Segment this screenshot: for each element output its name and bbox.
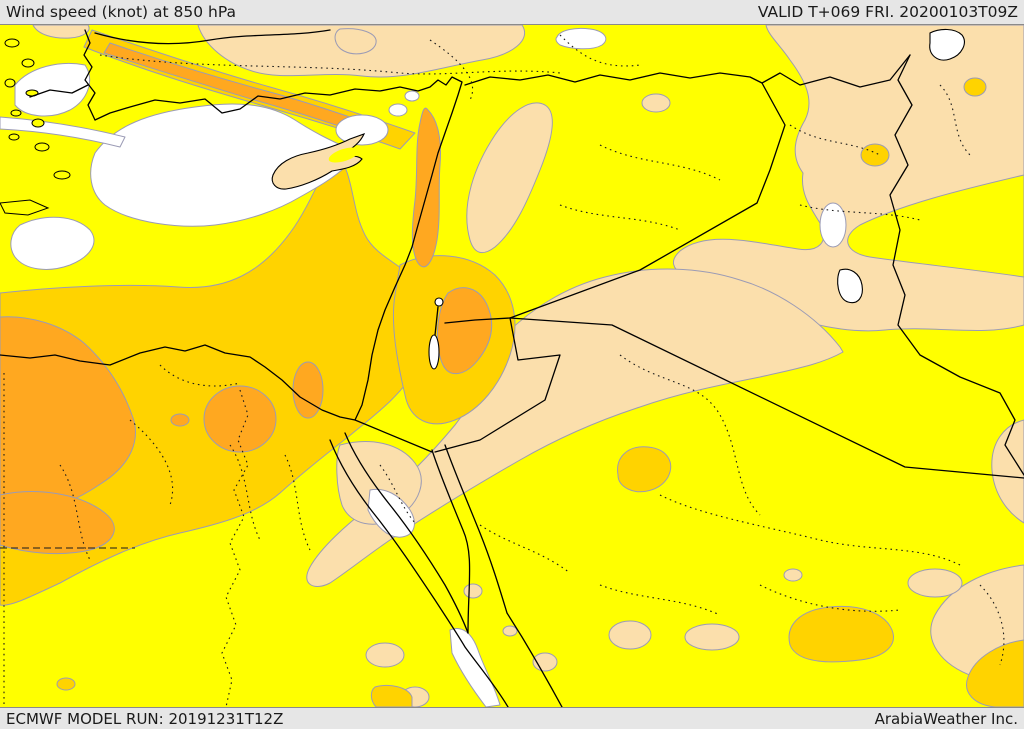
pale-blob: [783, 568, 803, 582]
pale-region-topleft-patch: [32, 25, 90, 39]
syria-iraq-border: [509, 82, 786, 319]
pale-blob: [365, 642, 405, 668]
gold-blob-bottom: [370, 684, 413, 707]
white-region-gulf-suez: [367, 488, 415, 538]
dotted-border-egypt2: [229, 444, 261, 541]
dotted-border-sinai: [379, 464, 416, 524]
dotted-border-syria2: [559, 204, 681, 231]
gold-region-corner: [966, 639, 1024, 707]
dotted-border-iran: [789, 124, 881, 156]
dotted-border-saudi: [619, 354, 761, 516]
syria-jordan-border: [444, 317, 511, 324]
nile-valley-line: [221, 389, 249, 707]
dotted-border-egypt3: [59, 464, 91, 561]
dotted-border-iran3: [939, 84, 971, 156]
levant-egypt-coast: [0, 76, 463, 421]
pale-region-anatolia-patch: [334, 28, 377, 55]
jordan-saudi-border: [434, 317, 561, 453]
dotted-border-egypt4: [284, 454, 311, 551]
white-patch-ne-cyprus: [335, 114, 389, 146]
map-title: Wind speed (knot) at 850 hPa: [6, 3, 237, 21]
map-canvas: [0, 25, 1024, 707]
model-run-label: ECMWF MODEL RUN: 20191231T12Z: [6, 709, 284, 728]
cyprus-island: [271, 133, 366, 190]
island: [21, 58, 35, 68]
dotted-border-egypt: [129, 419, 174, 506]
gulf-aqaba-east-coast: [444, 444, 563, 707]
cyprus-east-yellow: [328, 147, 360, 163]
black-sea-coast: [94, 29, 331, 45]
orange-region-egypt-south: [0, 491, 115, 555]
white-region-top-center: [555, 27, 607, 50]
valid-time-label: VALID T+069 FRI. 20200103T09Z: [757, 3, 1018, 21]
island: [8, 133, 20, 141]
island: [10, 109, 22, 117]
israel-egypt-border: [354, 419, 433, 453]
white-patch-turkey-lake: [388, 103, 408, 117]
gold-region-saudi-blob: [617, 446, 672, 493]
provider-credit: ArabiaWeather Inc.: [874, 709, 1018, 728]
lake-tharthar: [837, 268, 863, 304]
island: [4, 38, 20, 48]
country-borders: [354, 54, 1024, 479]
orange-blob-delta: [170, 413, 190, 427]
map-footer-bar: ECMWF MODEL RUN: 20191231T12Z ArabiaWeat…: [0, 707, 1024, 729]
map-header-bar: Wind speed (knot) at 850 hPa VALID T+069…: [0, 0, 1024, 25]
dotted-border-delta: [159, 364, 241, 387]
pale-region-right-edge: [991, 419, 1024, 524]
pale-blob: [502, 625, 518, 637]
island: [34, 142, 50, 152]
iraq-saudi-border: [509, 317, 1024, 479]
lake-van: [929, 28, 965, 61]
iran-iraq-border: [889, 54, 1024, 476]
pale-blob: [907, 568, 963, 598]
coastlines: [0, 29, 563, 707]
white-patch-turkey-lake2: [404, 90, 420, 102]
turkey-syria-iraq-border: [464, 54, 911, 88]
orange-blob-delta: [203, 385, 277, 453]
dotted-border-turkey: [99, 54, 561, 75]
gold-blob: [963, 77, 987, 97]
calm-white-regions: [0, 27, 847, 707]
lakes: [428, 28, 965, 370]
aegean-islands: [0, 38, 71, 216]
pale-region-syrian-ridge: [466, 102, 553, 254]
orange-blob-delta: [292, 361, 324, 419]
sea-of-galilee: [434, 297, 444, 307]
wind-speed-map: [0, 25, 1024, 707]
dotted-border-iran2: [799, 204, 921, 221]
island: [4, 78, 16, 88]
marmara-coast: [29, 84, 89, 98]
gold-blob: [860, 143, 890, 167]
gold-blob: [56, 677, 76, 691]
orange-wind-regions: [0, 42, 493, 555]
admin-borders-dotted: [0, 34, 1005, 707]
white-region-med-south: [10, 216, 95, 270]
gold-region-saudi-south: [788, 605, 894, 663]
gulf-aqaba-west-coast: [431, 449, 471, 634]
island: [31, 118, 45, 128]
pale-blob: [684, 623, 740, 651]
orange-region-lebanon-band: [411, 107, 441, 268]
pale-blob: [608, 620, 652, 650]
white-region-urmia-calm: [819, 202, 847, 248]
dotted-border-nw-saudi: [479, 524, 571, 574]
gulf-suez-east-coast: [344, 432, 469, 634]
island-crete: [0, 199, 50, 216]
yellow-wedge-east: [847, 174, 1024, 278]
island-rhodes: [53, 170, 71, 180]
pale-blob: [463, 583, 483, 599]
dead-sea: [428, 334, 440, 370]
pale-blob: [641, 93, 671, 113]
aegean-coast: [83, 29, 96, 121]
jordan-river: [434, 306, 439, 336]
gulf-suez-west-coast: [329, 439, 509, 707]
